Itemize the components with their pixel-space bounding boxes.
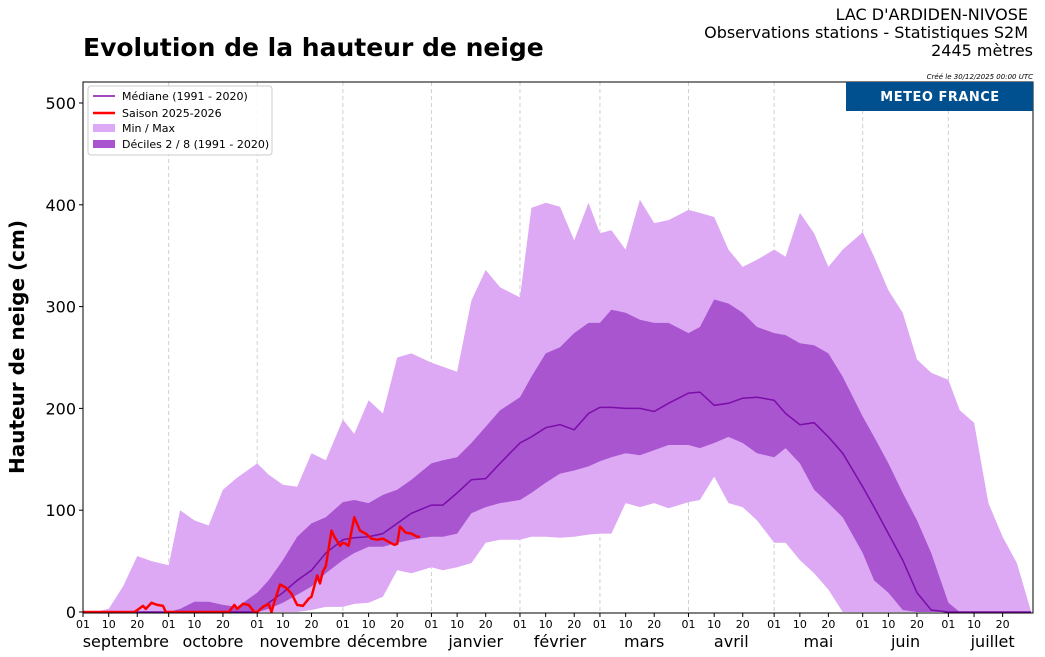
- legend-deciles-label: Déciles 2 / 8 (1991 - 2020): [122, 138, 269, 151]
- x-tick-label: 20: [216, 618, 230, 631]
- x-tick-label: 10: [619, 618, 633, 631]
- x-tick-label: 20: [304, 618, 318, 631]
- legend-median-label: Médiane (1991 - 2020): [122, 90, 248, 103]
- plot-lines: [83, 391, 1032, 614]
- month-label: juin: [890, 632, 920, 651]
- x-tick-label: 10: [707, 618, 721, 631]
- y-tick-label: 500: [45, 94, 76, 113]
- x-tick-label: 20: [567, 618, 581, 631]
- x-tick-label: 20: [130, 618, 144, 631]
- station-name: LAC D'ARDIDEN-NIVOSE: [836, 5, 1028, 24]
- month-label: septembre: [83, 632, 169, 651]
- month-label: décembre: [347, 632, 427, 651]
- month-label: mai: [803, 632, 833, 651]
- brand-banner: [846, 82, 1033, 111]
- x-tick-label: 10: [362, 618, 376, 631]
- legend-box: [87, 85, 273, 156]
- plot-areas: [83, 199, 1032, 612]
- deciles-area: [83, 299, 1032, 612]
- median-line: [83, 391, 1032, 613]
- y-axis-label: Hauteur de neige (cm): [5, 220, 29, 474]
- y-tick-label: 0: [66, 603, 76, 622]
- legend-season-label: Saison 2025-2026: [122, 107, 222, 120]
- x-tick-label: 10: [793, 618, 807, 631]
- plot-frame: [82, 81, 1034, 614]
- month-label: janvier: [447, 632, 503, 651]
- x-tick-label: 10: [102, 618, 116, 631]
- x-tick-label: 01: [681, 618, 695, 631]
- month-label: février: [534, 632, 587, 651]
- month-label: avril: [714, 632, 749, 651]
- legend: Médiane (1991 - 2020) Saison 2025-2026 M…: [87, 85, 273, 156]
- x-tick-label: 01: [856, 618, 870, 631]
- x-tick-label: 20: [736, 618, 750, 631]
- created-timestamp: Créé le 30/12/2025 00:00 UTC: [927, 73, 1033, 81]
- chart-title: Evolution de la hauteur de neige: [83, 33, 544, 62]
- month-label: novembre: [260, 632, 341, 651]
- season-2025-2026-line: [83, 516, 420, 614]
- x-tick-label: 01: [250, 618, 264, 631]
- x-tick-label: 01: [767, 618, 781, 631]
- month-label: mars: [624, 632, 664, 651]
- brand-text: METEO FRANCE: [880, 90, 999, 105]
- x-tick-label: 20: [910, 618, 924, 631]
- x-tick-label: 10: [187, 618, 201, 631]
- y-tick-label: 400: [45, 196, 76, 215]
- legend-deciles-swatch: [93, 140, 115, 148]
- month-label: juillet: [970, 632, 1015, 651]
- x-tick-label: 20: [647, 618, 661, 631]
- y-tick-label: 100: [45, 501, 76, 520]
- x-tick-label: 20: [996, 618, 1010, 631]
- x-tick-label: 01: [513, 618, 527, 631]
- station-altitude: 2445 mètres: [931, 41, 1033, 60]
- x-tick-label: 20: [821, 618, 835, 631]
- x-tick-label: 01: [336, 618, 350, 631]
- meteo-france-logo: METEO FRANCE: [846, 82, 1033, 111]
- x-tick-label: 01: [941, 618, 955, 631]
- x-tick-label: 10: [276, 618, 290, 631]
- chart-subtitle: Observations stations - Statistiques S2M: [704, 23, 1028, 42]
- y-tick-label: 200: [45, 399, 76, 418]
- x-tick-label: 10: [539, 618, 553, 631]
- x-tick-label: 01: [76, 618, 90, 631]
- x-tick-label: 10: [967, 618, 981, 631]
- x-tick-label: 01: [593, 618, 607, 631]
- x-tick-label: 01: [162, 618, 176, 631]
- y-axis: 0 100 200 300 400 500: [45, 94, 83, 622]
- x-tick-label: 10: [881, 618, 895, 631]
- legend-minmax-swatch: [93, 124, 115, 132]
- y-tick-label: 300: [45, 298, 76, 317]
- legend-minmax-label: Min / Max: [122, 122, 175, 135]
- x-tick-label: 01: [424, 618, 438, 631]
- x-tick-label: 20: [479, 618, 493, 631]
- x-tick-label: 10: [450, 618, 464, 631]
- month-label: octobre: [183, 632, 244, 651]
- x-tick-label: 20: [390, 618, 404, 631]
